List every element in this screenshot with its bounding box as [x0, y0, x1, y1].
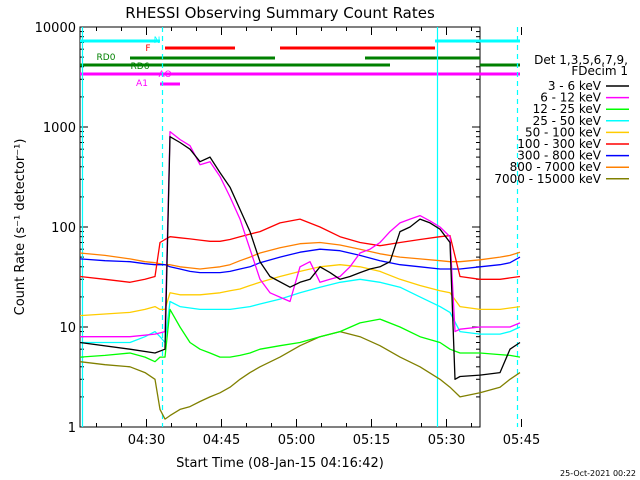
state-bar-label: N	[154, 36, 161, 46]
x-tick-label: 05:45	[503, 433, 540, 448]
legend-label: 100 - 300 keV	[517, 137, 601, 151]
y-tick-label: 100	[51, 221, 76, 236]
x-tick-label: 04:30	[128, 433, 165, 448]
y-tick-label: 1	[68, 421, 76, 436]
series-lines	[79, 130, 521, 420]
series-line	[79, 136, 521, 380]
x-axis: 04:30 04:45 05:00 05:15 05:30 05:45	[96, 27, 540, 448]
attenuator-lines	[81, 27, 519, 427]
legend-label: 6 - 12 keV	[540, 91, 602, 105]
legend-label: 50 - 100 keV	[525, 125, 602, 139]
y-tick-label: 1000	[43, 121, 76, 136]
x-tick-label: 05:15	[353, 433, 390, 448]
y-tick-label: 10	[59, 321, 76, 336]
legend-label: 25 - 50 keV	[533, 114, 602, 128]
x-tick-label: 05:30	[428, 433, 465, 448]
series-line	[79, 241, 521, 270]
y-axis-label: Count Rate (s⁻¹ detector⁻¹)	[13, 139, 28, 316]
series-line	[80, 278, 521, 344]
legend-label: 3 - 6 keV	[548, 79, 602, 93]
x-axis-label: Start Time (08-Jan-15 04:16:42)	[176, 456, 384, 471]
legend-title: FDecim 1	[571, 64, 628, 78]
state-bar-label: RD6	[131, 62, 150, 72]
series-line	[79, 330, 521, 420]
state-bar-label: AO	[158, 70, 171, 80]
series-line	[79, 308, 521, 363]
legend-label: 12 - 25 keV	[533, 102, 602, 116]
legend-title: Det 1,3,5,6,7,9,	[534, 53, 628, 67]
state-bar-label: A1	[136, 79, 148, 89]
state-bar-label: F	[145, 44, 150, 54]
series-line	[79, 264, 521, 317]
footer-timestamp: 25-Oct-2021 00:22	[560, 469, 636, 478]
y-tick-label: 10000	[35, 21, 76, 36]
y-axis: 1 10 100 1000 10000	[35, 21, 480, 436]
state-bars: NF RD0 RD6 AO A1	[80, 36, 520, 89]
series-line	[79, 218, 521, 283]
legend-label: 300 - 800 keV	[517, 149, 601, 163]
x-tick-label: 05:00	[278, 433, 315, 448]
legend-label: 7000 - 15000 keV	[494, 172, 601, 186]
state-bar-label: RD0	[97, 53, 116, 63]
x-tick-label: 04:45	[203, 433, 240, 448]
series-line	[80, 130, 521, 338]
chart-title: RHESSI Observing Summary Count Rates	[125, 4, 435, 22]
legend-label: 800 - 7000 keV	[510, 160, 602, 174]
